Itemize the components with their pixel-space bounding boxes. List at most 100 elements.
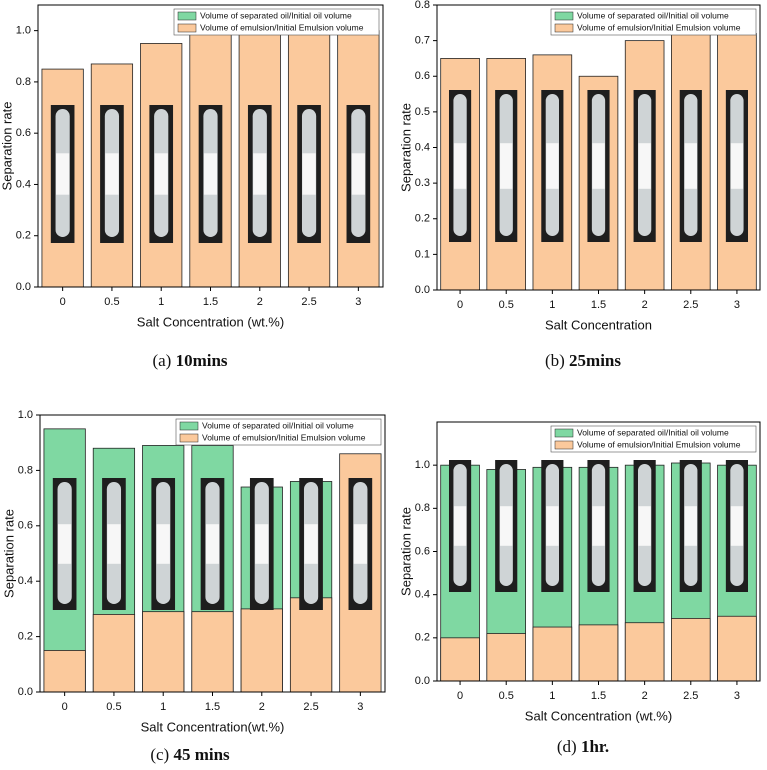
caption-text: 1hr.: [581, 737, 609, 756]
x-tick-label: 1.5: [205, 701, 220, 713]
legend-swatch: [554, 428, 574, 438]
caption-label: (d): [557, 737, 577, 756]
bar: [624, 622, 665, 682]
y-tick-label: 0.6: [415, 70, 430, 82]
bar: [717, 615, 757, 682]
bar: [191, 611, 234, 693]
x-tick-label: 0.5: [104, 296, 119, 308]
emulsion: [353, 524, 367, 564]
y-tick-label: 0.8: [16, 76, 31, 88]
legend-label: Volume of separated oil/Initial oil volu…: [577, 427, 729, 437]
emulsion: [351, 153, 365, 195]
emulsion: [684, 506, 697, 546]
plot-frame: [436, 421, 761, 682]
legend-label: Volume of emulsion/Initial Emulsion volu…: [577, 439, 741, 449]
y-tick-label: 0.1: [415, 248, 430, 260]
y-tick-label: 0.4: [18, 575, 33, 587]
x-tick-label: 1: [160, 701, 166, 713]
y-tick-label: 0.8: [415, 0, 430, 11]
emulsion: [304, 524, 318, 564]
bar: [486, 633, 526, 682]
x-axis-label: Salt Concentration: [545, 317, 652, 332]
x-tick-label: 2.5: [683, 690, 698, 702]
bar: [440, 637, 480, 682]
legend-box: [175, 418, 382, 446]
y-tick-label: 0.2: [16, 230, 31, 242]
x-tick-label: 3: [357, 701, 363, 713]
emulsion: [730, 143, 744, 189]
x-tick-label: 1.5: [591, 299, 606, 311]
x-tick-label: 2: [642, 299, 648, 311]
caption-label: (a): [152, 351, 171, 370]
emulsion: [105, 153, 119, 195]
x-tick-label: 0.5: [499, 299, 514, 311]
x-tick-label: 3: [355, 296, 361, 308]
emulsion: [546, 143, 559, 189]
y-axis-label: Separation rate: [398, 103, 413, 192]
bar: [43, 650, 86, 693]
y-tick-label: 0.4: [16, 178, 31, 190]
emulsion: [156, 524, 170, 564]
bar: [578, 624, 619, 682]
y-tick-label: 0.0: [415, 284, 430, 296]
legend-swatch: [554, 11, 574, 21]
legend-label: Volume of separated oil/Initial oil volu…: [200, 10, 352, 20]
caption-text: 25mins: [569, 351, 621, 370]
x-tick-label: 3: [734, 690, 740, 702]
emulsion: [255, 524, 269, 564]
emulsion: [302, 153, 316, 195]
bar: [289, 597, 333, 693]
emulsion: [453, 143, 467, 189]
bar: [240, 608, 283, 693]
legend-label: Volume of emulsion/Initial Emulsion volu…: [577, 22, 741, 32]
y-tick-label: 0.6: [415, 545, 430, 557]
x-axis-label: Salt Concentration(wt.%): [141, 719, 285, 734]
caption-label: (b): [545, 351, 565, 370]
x-tick-label: 2: [257, 296, 263, 308]
x-tick-label: 0: [457, 299, 463, 311]
legend-swatch: [179, 421, 199, 431]
emulsion: [500, 506, 513, 546]
y-tick-label: 0.5: [415, 106, 430, 118]
x-axis-label: Salt Concentration (wt.%): [137, 314, 284, 329]
emulsion: [253, 153, 267, 195]
caption-label: (c): [150, 745, 169, 764]
y-tick-label: 0.0: [415, 675, 430, 687]
x-tick-label: 2.5: [301, 296, 316, 308]
y-axis-label: Separation rate: [1, 509, 16, 598]
emulsion: [592, 506, 605, 546]
legend-label: Volume of emulsion/Initial Emulsion volu…: [202, 432, 366, 442]
bar: [142, 611, 185, 693]
emulsion: [592, 143, 605, 189]
bar: [671, 618, 711, 682]
legend-box: [550, 8, 757, 36]
caption: (c) 45 mins: [150, 745, 230, 764]
y-tick-label: 0.4: [415, 141, 430, 153]
x-tick-label: 0.5: [106, 701, 121, 713]
emulsion: [453, 506, 467, 546]
emulsion: [154, 153, 168, 195]
x-tick-label: 1: [549, 299, 555, 311]
y-tick-label: 0.2: [415, 213, 430, 225]
x-tick-label: 2.5: [683, 299, 698, 311]
emulsion: [203, 153, 218, 195]
bar: [92, 614, 136, 693]
x-tick-label: 1: [549, 690, 555, 702]
legend-label: Volume of emulsion/Initial Emulsion volu…: [200, 22, 364, 32]
caption-text: 10mins: [176, 351, 228, 370]
emulsion: [107, 524, 121, 564]
plot-frame: [436, 4, 761, 291]
emulsion: [500, 143, 513, 189]
x-axis-label: Salt Concentration (wt.%): [525, 708, 672, 723]
emulsion: [638, 143, 651, 189]
emulsion: [730, 506, 744, 546]
x-tick-label: 3: [734, 299, 740, 311]
y-axis-label: Separation rate: [398, 507, 413, 596]
y-tick-label: 0.8: [415, 502, 430, 514]
y-tick-label: 0.2: [18, 631, 33, 643]
emulsion: [546, 506, 559, 546]
x-tick-label: 0: [60, 296, 66, 308]
x-tick-label: 1.5: [591, 690, 606, 702]
y-tick-label: 0.8: [18, 464, 33, 476]
caption-text: 45 mins: [173, 745, 230, 764]
